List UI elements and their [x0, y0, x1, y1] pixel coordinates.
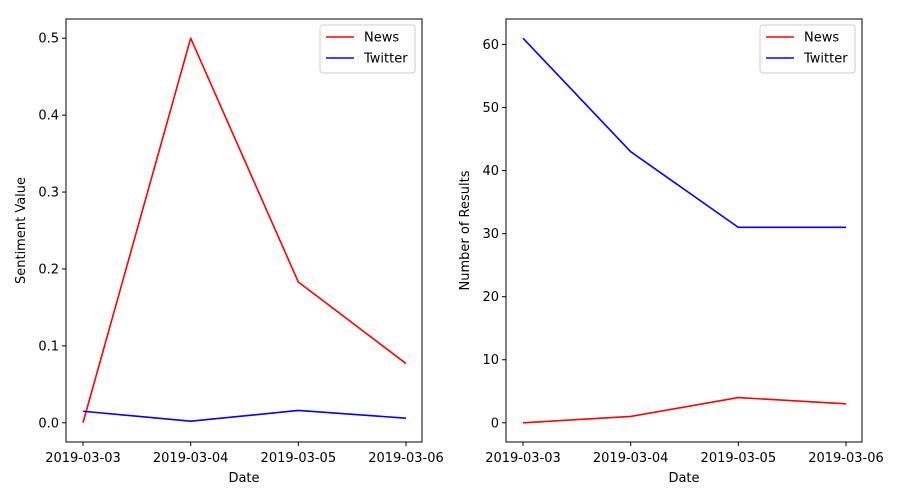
- y-tick-label: 40: [482, 164, 499, 179]
- x-tick-label: 2019-03-04: [153, 451, 229, 466]
- y-tick-label: 30: [482, 227, 499, 242]
- x-axis-label: Date: [668, 471, 699, 486]
- x-axis-label: Date: [228, 471, 259, 486]
- axes-frame: [505, 18, 863, 443]
- series-line-news: [82, 37, 407, 423]
- sentiment-chart-panel: 2019-03-03 2019-03-04 2019-03-05 2019-03-06…: [14, 18, 444, 486]
- legend: News Twitter: [319, 24, 416, 74]
- x-tick-label: 2019-03-05: [261, 451, 337, 466]
- axes-frame: [65, 18, 423, 443]
- series-line-news: [522, 396, 847, 424]
- y-tick-label: 0.4: [38, 109, 59, 124]
- y-axis-label: Sentiment Value: [14, 177, 29, 284]
- x-tick-label: 2019-03-03: [485, 451, 561, 466]
- legend-label-news: News: [804, 31, 839, 46]
- legend: News Twitter: [759, 24, 856, 74]
- y-axis-label: Number of Results: [458, 170, 473, 290]
- y-tick-label: 0.5: [38, 32, 59, 47]
- y-tick-label: 0.1: [38, 339, 59, 354]
- y-tick-label: 0.0: [38, 416, 59, 431]
- series-line-twitter: [82, 409, 407, 423]
- y-tick-label: 60: [482, 38, 499, 53]
- x-tick-label: 2019-03-06: [368, 451, 444, 466]
- legend-label-twitter: Twitter: [363, 52, 408, 67]
- x-tick-label: 2019-03-05: [701, 451, 777, 466]
- y-tick-label: 0.3: [38, 186, 59, 201]
- y-tick-label: 50: [482, 101, 499, 116]
- legend-label-news: News: [364, 31, 399, 46]
- x-tick-label: 2019-03-04: [593, 451, 669, 466]
- y-tick-label: 0.2: [38, 262, 59, 277]
- x-tick-label: 2019-03-06: [808, 451, 884, 466]
- x-tick-label: 2019-03-03: [45, 451, 121, 466]
- series-line-twitter: [522, 37, 846, 229]
- y-tick-label: 10: [482, 353, 499, 368]
- y-tick-label: 20: [482, 290, 499, 305]
- y-tick-label: 0: [491, 416, 499, 431]
- results-chart-panel: 2019-03-03 2019-03-04 2019-03-05 2019-03-06…: [458, 18, 884, 486]
- legend-label-twitter: Twitter: [803, 52, 848, 67]
